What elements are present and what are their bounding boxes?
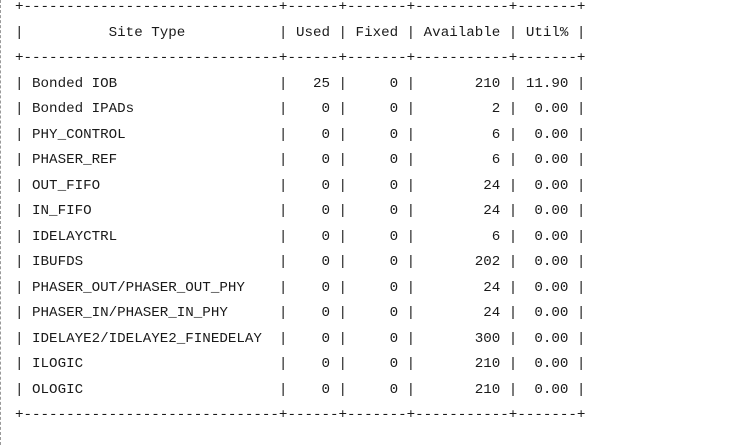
table-border-bottom: +------------------------------+------+-…	[15, 407, 586, 423]
table-header-row: | Site Type | Used | Fixed | Available |…	[15, 24, 586, 41]
utilization-report-table: +------------------------------+------+-…	[15, 0, 585, 429]
table-border-top: +------------------------------+------+-…	[15, 0, 586, 15]
table-row: | ILOGIC | 0 | 0 | 210 | 0.00 |	[15, 356, 586, 372]
table-row: | IDELAYCTRL | 0 | 0 | 6 | 0.00 |	[15, 228, 586, 245]
table-header-separator: +------------------------------+------+-…	[15, 50, 586, 66]
table-row: | PHASER_IN/PHASER_IN_PHY | 0 | 0 | 24 |…	[15, 305, 586, 321]
table-row: | PHY_CONTROL | 0 | 0 | 6 | 0.00 |	[15, 126, 586, 143]
table-row: | PHASER_OUT/PHASER_OUT_PHY | 0 | 0 | 24…	[15, 279, 586, 296]
table-row: | Bonded IPADs | 0 | 0 | 2 | 0.00 |	[15, 101, 586, 117]
table-row: | IN_FIFO | 0 | 0 | 24 | 0.00 |	[15, 203, 586, 219]
table-row: | OUT_FIFO | 0 | 0 | 24 | 0.00 |	[15, 177, 586, 194]
table-row: | IBUFDS | 0 | 0 | 202 | 0.00 |	[15, 254, 586, 270]
table-row: | IDELAYE2/IDELAYE2_FINEDELAY | 0 | 0 | …	[15, 330, 586, 347]
table-row: | OLOGIC | 0 | 0 | 210 | 0.00 |	[15, 381, 586, 398]
table-row: | PHASER_REF | 0 | 0 | 6 | 0.00 |	[15, 152, 586, 168]
left-dashed-margin-line	[0, 0, 1, 445]
table-row: | Bonded IOB | 25 | 0 | 210 | 11.90 |	[15, 75, 586, 92]
